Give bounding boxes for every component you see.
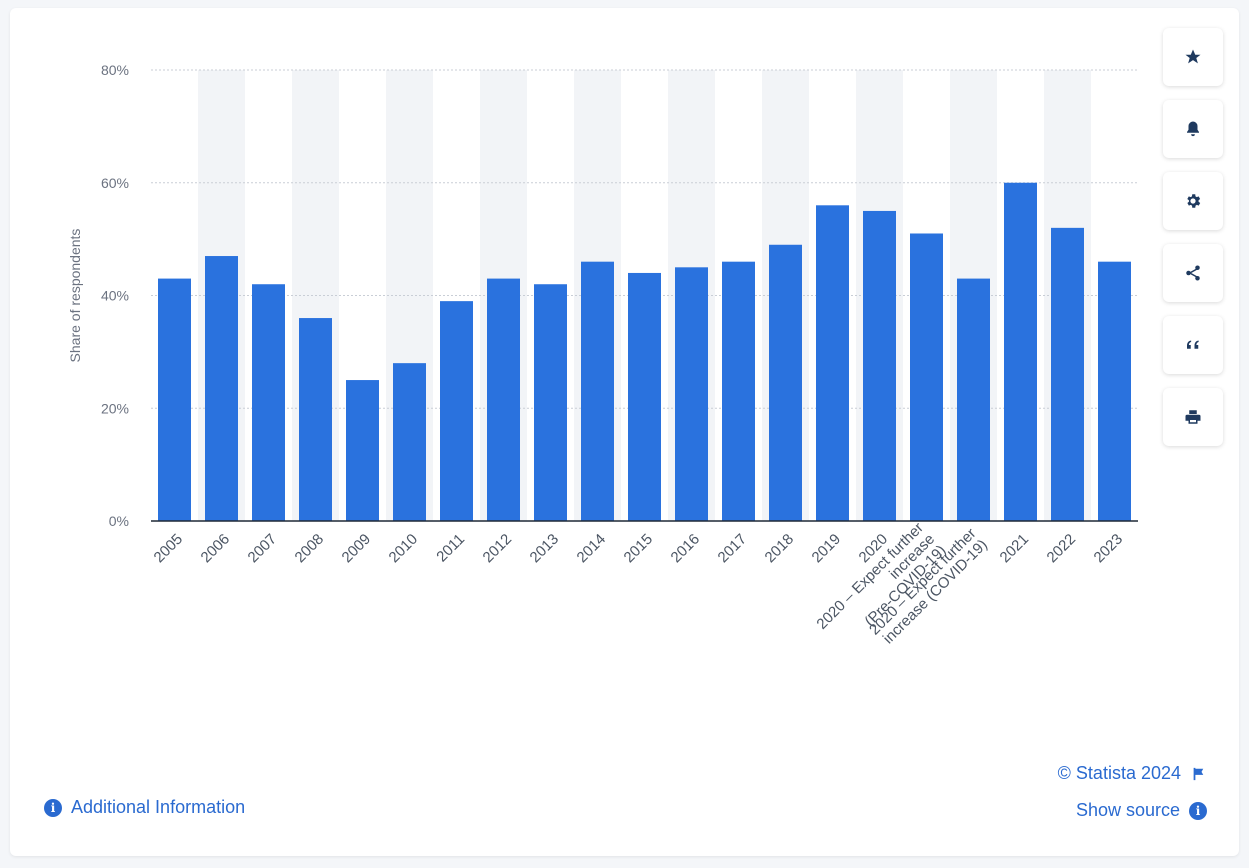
- bar: [816, 205, 849, 522]
- x-tick-label: 2007: [245, 531, 281, 567]
- info-icon: i: [44, 798, 62, 817]
- bar: [346, 380, 379, 521]
- cite-button[interactable]: [1163, 316, 1223, 374]
- notification-button[interactable]: [1163, 100, 1223, 158]
- statista-credit: © Statista 2024: [1058, 763, 1205, 784]
- x-tick-label: 2010: [386, 531, 422, 567]
- print-icon: [1185, 410, 1201, 424]
- favorite-button[interactable]: [1163, 28, 1223, 86]
- bar: [910, 233, 943, 522]
- show-source-link[interactable]: Show source i: [1076, 800, 1207, 821]
- x-tick-label: 2014: [574, 531, 610, 567]
- bar: [534, 284, 567, 521]
- bar: [769, 244, 802, 521]
- bar: [722, 261, 755, 521]
- bar: [957, 278, 990, 521]
- bar: [675, 267, 708, 521]
- bar: [252, 284, 285, 521]
- bar: [158, 278, 191, 521]
- bar: [393, 363, 426, 521]
- side-toolbar: [1163, 28, 1223, 460]
- bar: [487, 278, 520, 521]
- y-tick-label: 80%: [101, 62, 129, 78]
- y-tick-label: 0%: [109, 513, 129, 529]
- x-tick-label: 2019: [809, 531, 845, 567]
- x-tick-label: 2005: [151, 531, 187, 567]
- settings-button[interactable]: [1163, 172, 1223, 230]
- bar: [440, 301, 473, 521]
- info-icon: i: [1189, 801, 1207, 820]
- bar: [205, 256, 238, 521]
- star-icon: [1185, 49, 1201, 64]
- credit-label: © Statista 2024: [1057, 763, 1181, 783]
- additional-information-link[interactable]: i Additional Information: [44, 797, 245, 818]
- x-tick-label: 2012: [480, 531, 516, 567]
- y-tick-label: 40%: [101, 288, 129, 304]
- x-tick-label: 2017: [715, 531, 751, 567]
- bar: [628, 272, 661, 521]
- share-icon: [1186, 265, 1200, 281]
- x-tick-label: 2013: [527, 531, 563, 567]
- x-tick-label: 2008: [292, 531, 328, 567]
- additional-information-label: Additional Information: [71, 797, 246, 817]
- x-tick-label: 2011: [433, 531, 468, 566]
- x-tick-label: 2021: [997, 531, 1033, 567]
- flag-icon[interactable]: [1191, 767, 1205, 781]
- bar: [1098, 261, 1131, 521]
- x-tick-label: 2009: [339, 531, 375, 567]
- y-axis-label: Share of respondents: [67, 229, 83, 363]
- x-tick-label: 2022: [1044, 531, 1080, 567]
- bar: [1004, 182, 1037, 521]
- quote-icon: [1187, 340, 1199, 349]
- y-tick-label: 60%: [101, 175, 129, 191]
- bar: [863, 210, 896, 521]
- bar-chart: 0% 20% 40% 60% 80% Share of respondents 2005 20…: [67, 62, 1138, 647]
- print-button[interactable]: [1163, 388, 1223, 446]
- show-source-label: Show source: [1075, 800, 1180, 820]
- x-tick-label: 2018: [762, 531, 798, 567]
- x-tick-label: 2016: [668, 531, 704, 567]
- bar: [299, 318, 332, 521]
- x-tick-label: 2023: [1091, 531, 1127, 567]
- x-tick-label: 2015: [621, 531, 657, 567]
- share-button[interactable]: [1163, 244, 1223, 302]
- gear-icon: [1187, 194, 1201, 208]
- x-tick-label: 2006: [198, 531, 234, 567]
- bell-icon: [1187, 121, 1199, 137]
- bar: [581, 261, 614, 521]
- bar: [1051, 227, 1084, 521]
- y-tick-label: 20%: [101, 400, 129, 416]
